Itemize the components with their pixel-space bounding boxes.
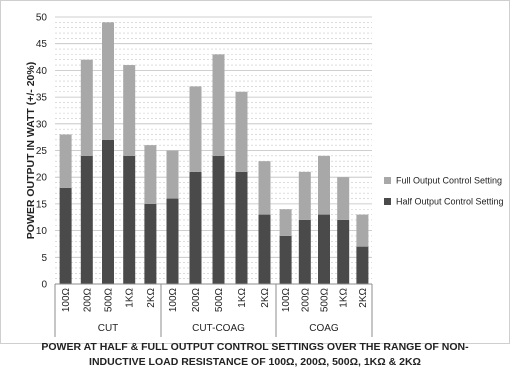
- group-label: CUT: [98, 323, 119, 334]
- bar-half-output: [166, 198, 179, 284]
- y-tick-label: 5: [41, 253, 47, 264]
- bar-full-output: [258, 161, 271, 215]
- y-tick-label: 35: [36, 93, 48, 104]
- bar-half-output: [80, 155, 93, 284]
- category-label: 500Ω: [104, 287, 115, 312]
- bar-half-output: [123, 155, 136, 284]
- legend-label: Half Output Control Setting: [396, 197, 504, 207]
- category-label: 200Ω: [82, 287, 93, 312]
- bar-full-output: [298, 171, 311, 220]
- y-tick-label: 15: [36, 199, 48, 210]
- bar-full-output: [80, 59, 93, 156]
- bar-half-output: [212, 155, 225, 284]
- bar-half-output: [298, 219, 311, 284]
- bar-half-output: [337, 219, 350, 284]
- group-label: COAG: [309, 323, 339, 334]
- bar-full-output: [102, 22, 114, 140]
- category-label: 2KΩ: [146, 287, 157, 307]
- bar-full-output: [144, 145, 157, 204]
- bar-half-output: [258, 214, 271, 284]
- legend-label: Full Output Control Setting: [396, 176, 502, 186]
- bar-half-output: [318, 214, 330, 284]
- category-label: 100Ω: [61, 287, 72, 312]
- y-tick-label: 45: [36, 39, 48, 50]
- bar-half-output: [144, 203, 157, 284]
- chart-title-line: POWER AT HALF & FULL OUTPUT CONTROL SETT…: [41, 341, 469, 353]
- bar-half-output: [189, 171, 202, 284]
- bar-full-output: [356, 214, 369, 247]
- bar-full-output: [166, 150, 179, 199]
- category-label: 1KΩ: [237, 287, 248, 307]
- category-label: 200Ω: [300, 287, 311, 312]
- legend-swatch: [384, 177, 391, 184]
- bar-full-output: [123, 65, 136, 156]
- category-label: 100Ω: [168, 287, 179, 312]
- category-label: 2KΩ: [358, 287, 369, 307]
- y-tick-label: 20: [36, 173, 48, 184]
- category-label: 2KΩ: [260, 287, 271, 307]
- y-tick-label: 10: [36, 226, 48, 237]
- bar-half-output: [279, 235, 292, 284]
- axis-labels: 0 5 10 15 20 25 30 35 40 45 50 POWER OUTPUT IN WATT…: [25, 13, 369, 335]
- category-label: 1KΩ: [339, 287, 350, 307]
- bar-full-output: [189, 86, 202, 172]
- bar-full-output: [318, 155, 330, 215]
- bar-full-output: [212, 54, 225, 156]
- bar-full-output: [279, 209, 292, 236]
- bar-full-output: [235, 91, 248, 172]
- chart-title-line: INDUCTIVE LOAD RESISTANCE OF 100Ω, 200Ω,…: [89, 356, 421, 368]
- y-tick-label: 25: [36, 146, 48, 157]
- bar-half-output: [102, 139, 114, 284]
- legend-swatch: [384, 198, 391, 205]
- bar-half-output: [59, 187, 72, 284]
- y-tick-label: 30: [36, 119, 48, 130]
- category-label: 100Ω: [281, 287, 292, 312]
- category-label: 500Ω: [214, 287, 225, 312]
- bars: [59, 22, 369, 284]
- category-label: 200Ω: [191, 287, 202, 312]
- y-tick-label: 50: [36, 13, 48, 24]
- y-tick-label: 40: [36, 66, 48, 77]
- group-label: CUT-COAG: [192, 323, 245, 334]
- category-label: 1KΩ: [125, 287, 136, 307]
- category-label: 500Ω: [320, 287, 331, 312]
- chart-title: POWER AT HALF & FULL OUTPUT CONTROL SETT…: [41, 341, 469, 368]
- bar-half-output: [235, 171, 248, 284]
- y-tick-label: 0: [41, 280, 47, 291]
- y-axis-label: POWER OUTPUT IN WATT (+/- 20%): [25, 62, 37, 239]
- bar-full-output: [59, 134, 72, 188]
- legend: Full Output Control Setting Half Output C…: [384, 176, 504, 207]
- bar-half-output: [356, 246, 369, 284]
- bar-full-output: [337, 177, 350, 220]
